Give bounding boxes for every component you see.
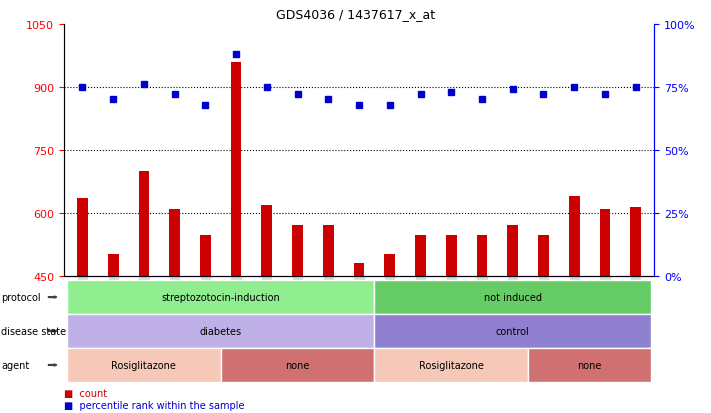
Text: disease state: disease state <box>1 326 67 336</box>
Bar <box>231 62 242 276</box>
Text: Rosiglitazone: Rosiglitazone <box>112 360 176 370</box>
Bar <box>415 235 426 276</box>
Bar <box>538 235 549 276</box>
Bar <box>323 225 333 276</box>
Bar <box>385 254 395 276</box>
Text: Rosiglitazone: Rosiglitazone <box>419 360 483 370</box>
Bar <box>292 225 303 276</box>
Text: none: none <box>577 360 602 370</box>
Text: protocol: protocol <box>1 292 41 302</box>
Text: agent: agent <box>1 360 30 370</box>
Bar <box>476 235 487 276</box>
Text: GDS4036 / 1437617_x_at: GDS4036 / 1437617_x_at <box>276 8 435 21</box>
Bar <box>139 171 149 276</box>
Text: not induced: not induced <box>483 292 542 302</box>
Bar <box>262 205 272 276</box>
Bar <box>446 235 456 276</box>
Bar <box>77 199 88 276</box>
Text: none: none <box>285 360 310 370</box>
Bar <box>569 197 579 276</box>
Bar <box>169 209 180 276</box>
Bar <box>508 225 518 276</box>
Text: streptozotocin-induction: streptozotocin-induction <box>161 292 280 302</box>
Bar <box>353 264 365 276</box>
Text: ■  percentile rank within the sample: ■ percentile rank within the sample <box>64 400 245 410</box>
Bar <box>630 207 641 276</box>
Bar <box>599 209 610 276</box>
Text: diabetes: diabetes <box>200 326 242 336</box>
Bar <box>108 254 119 276</box>
Text: ■  count: ■ count <box>64 388 107 398</box>
Text: control: control <box>496 326 530 336</box>
Bar <box>200 235 210 276</box>
